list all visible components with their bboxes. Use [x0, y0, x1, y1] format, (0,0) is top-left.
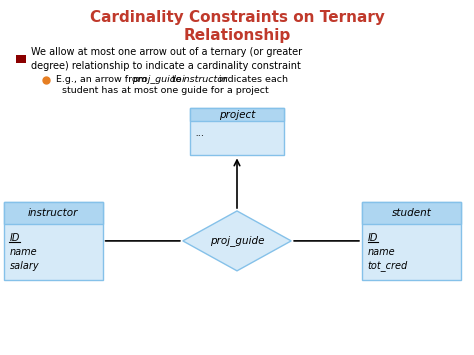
- Text: ID: ID: [9, 233, 20, 243]
- Text: ID: ID: [367, 233, 378, 243]
- Text: project: project: [219, 110, 255, 120]
- Bar: [16, 55, 26, 63]
- FancyBboxPatch shape: [4, 202, 103, 280]
- Text: proj_guide: proj_guide: [132, 75, 182, 84]
- Text: name: name: [9, 247, 37, 257]
- Text: Relationship: Relationship: [183, 28, 291, 43]
- Text: tot_cred: tot_cred: [367, 260, 408, 271]
- Text: ...: ...: [196, 128, 205, 138]
- FancyBboxPatch shape: [190, 108, 284, 121]
- Text: to: to: [169, 75, 184, 84]
- Text: salary: salary: [9, 261, 39, 271]
- Text: proj_guide: proj_guide: [210, 235, 264, 246]
- Text: We allow at most one arrow out of a ternary (or greater
degree) relationship to : We allow at most one arrow out of a tern…: [31, 47, 302, 71]
- Text: name: name: [367, 247, 395, 257]
- Text: instructor: instructor: [28, 208, 78, 218]
- Text: instructor: instructor: [182, 75, 228, 84]
- Text: student: student: [392, 208, 431, 218]
- FancyBboxPatch shape: [362, 202, 461, 280]
- FancyBboxPatch shape: [4, 202, 103, 224]
- FancyBboxPatch shape: [190, 108, 284, 155]
- Text: Cardinality Constraints on Ternary: Cardinality Constraints on Ternary: [90, 10, 384, 25]
- Text: student has at most one guide for a project: student has at most one guide for a proj…: [62, 86, 268, 95]
- Text: E.g., an arrow from: E.g., an arrow from: [55, 75, 149, 84]
- FancyBboxPatch shape: [362, 202, 461, 224]
- Text: indicates each: indicates each: [216, 75, 288, 84]
- Polygon shape: [183, 211, 291, 271]
